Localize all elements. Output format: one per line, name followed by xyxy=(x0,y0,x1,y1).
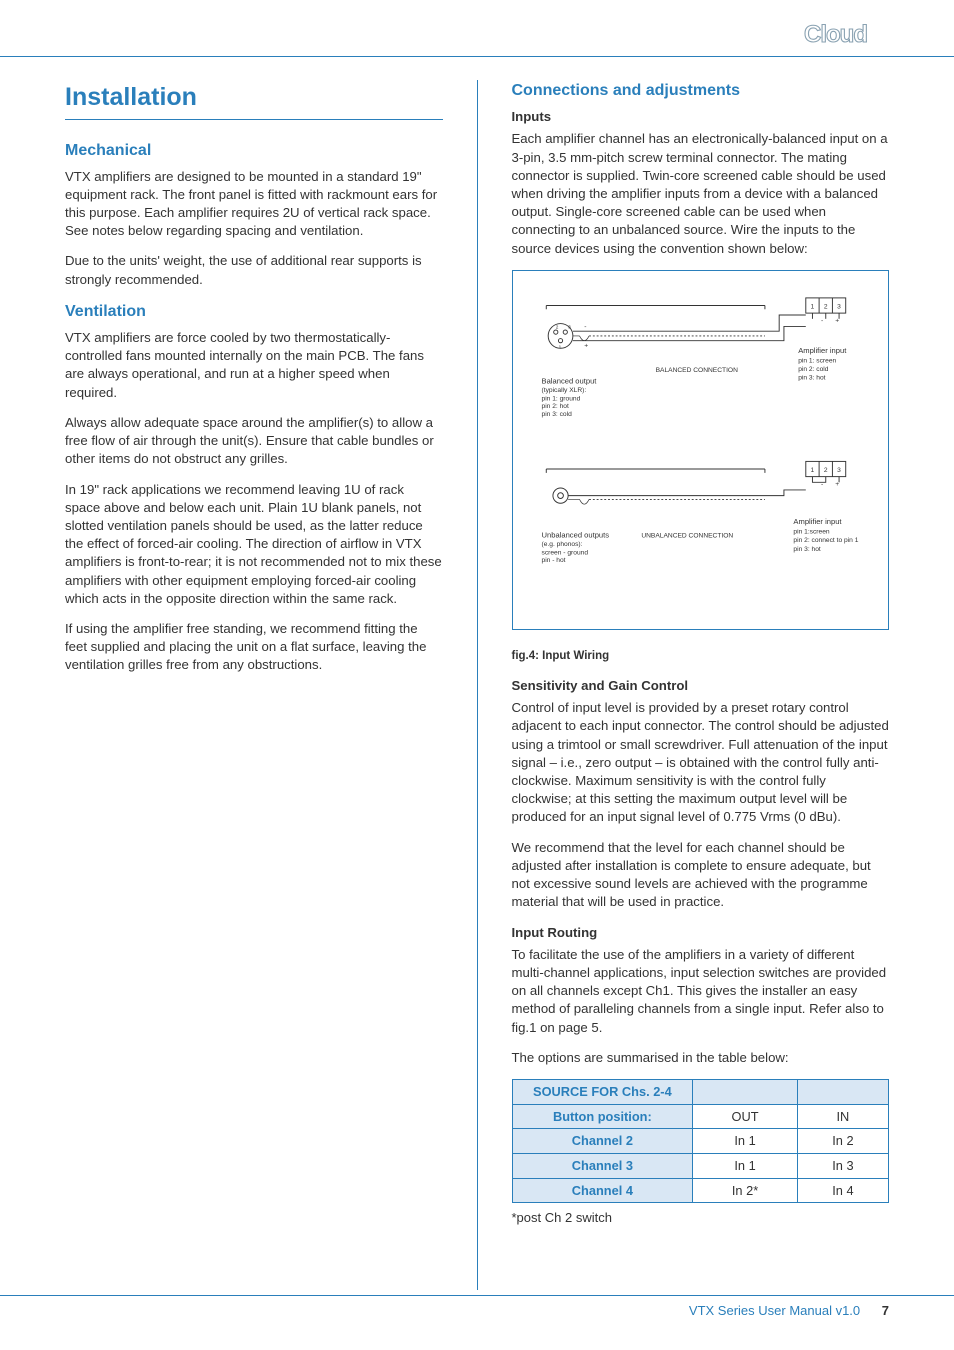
svg-text:pin 3: hot: pin 3: hot xyxy=(798,374,825,381)
table-row: Channel 3 In 1 In 3 xyxy=(512,1154,889,1179)
svg-text:1: 1 xyxy=(558,344,561,350)
subheading-sensitivity: Sensitivity and Gain Control xyxy=(512,677,890,695)
heading-mechanical: Mechanical xyxy=(65,140,443,162)
svg-text:pin 3: hot: pin 3: hot xyxy=(793,546,820,553)
svg-text:1: 1 xyxy=(810,303,814,310)
table-cell: OUT xyxy=(693,1104,798,1129)
table-cell: In 4 xyxy=(797,1178,888,1203)
table-cell: In 2* xyxy=(693,1178,798,1203)
subheading-inputs: Inputs xyxy=(512,108,890,126)
paragraph: We recommend that the level for each cha… xyxy=(512,839,890,912)
table-row: Button position: OUT IN xyxy=(512,1104,889,1129)
svg-text:pin 1: ground: pin 1: ground xyxy=(541,395,580,402)
table-row: Channel 2 In 1 In 2 xyxy=(512,1129,889,1154)
svg-text:2: 2 xyxy=(823,467,827,474)
paragraph: In 19" rack applications we recommend le… xyxy=(65,481,443,609)
paragraph: Always allow adequate space around the a… xyxy=(65,414,443,469)
svg-text:pin 2: connect to pin 1: pin 2: connect to pin 1 xyxy=(793,537,858,544)
svg-text:pin 1:screen: pin 1:screen xyxy=(793,528,829,535)
input-wiring-diagram: 2 3 1 - + 1 2 3 - + xyxy=(512,270,890,630)
brand-logo: Cloud xyxy=(804,20,924,50)
svg-text:pin - hot: pin - hot xyxy=(541,557,565,564)
svg-text:pin 1: screen: pin 1: screen xyxy=(798,357,836,364)
heading-ventilation: Ventilation xyxy=(65,301,443,323)
paragraph: VTX amplifiers are force cooled by two t… xyxy=(65,329,443,402)
paragraph: Control of input level is provided by a … xyxy=(512,699,890,827)
svg-text:Cloud: Cloud xyxy=(804,21,867,48)
svg-text:Amplifier input: Amplifier input xyxy=(793,517,842,526)
page-footer: VTX Series User Manual v1.0 7 xyxy=(0,1295,954,1320)
svg-text:BALANCED CONNECTION: BALANCED CONNECTION xyxy=(655,367,737,374)
page-body: Installation Mechanical VTX amplifiers a… xyxy=(65,80,889,1290)
subheading-routing: Input Routing xyxy=(512,924,890,942)
row-label: Channel 3 xyxy=(512,1154,693,1179)
svg-text:pin 2: cold: pin 2: cold xyxy=(798,366,829,373)
row-label: Button position: xyxy=(512,1104,693,1129)
svg-text:3: 3 xyxy=(568,324,571,330)
paragraph: VTX amplifiers are designed to be mounte… xyxy=(65,168,443,241)
column-divider xyxy=(477,80,478,1290)
svg-text:+: + xyxy=(584,342,588,349)
table-cell: In 2 xyxy=(797,1129,888,1154)
paragraph: Due to the units' weight, the use of add… xyxy=(65,252,443,288)
svg-text:2: 2 xyxy=(555,324,558,330)
left-column: Installation Mechanical VTX amplifiers a… xyxy=(65,80,443,1290)
heading-connections: Connections and adjustments xyxy=(512,80,890,102)
footer-text: VTX Series User Manual v1.0 xyxy=(689,1303,860,1318)
svg-text:pin 2: hot: pin 2: hot xyxy=(541,403,568,410)
svg-text:2: 2 xyxy=(823,303,827,310)
svg-text:Balanced output: Balanced output xyxy=(541,376,597,385)
routing-table: SOURCE FOR Chs. 2-4 Button position: OUT… xyxy=(512,1079,890,1203)
svg-text:Amplifier input: Amplifier input xyxy=(798,346,847,355)
table-header xyxy=(693,1080,798,1105)
svg-text:(typically XLR):: (typically XLR): xyxy=(541,387,586,394)
table-cell: In 3 xyxy=(797,1154,888,1179)
svg-text:-: - xyxy=(584,323,586,330)
section-title-installation: Installation xyxy=(65,80,443,120)
table-cell: In 1 xyxy=(693,1154,798,1179)
right-column: Connections and adjustments Inputs Each … xyxy=(512,80,890,1290)
table-cell: In 1 xyxy=(693,1129,798,1154)
paragraph: Each amplifier channel has an electronic… xyxy=(512,130,890,258)
header-rule xyxy=(0,56,954,57)
table-cell: IN xyxy=(797,1104,888,1129)
paragraph: To facilitate the use of the amplifiers … xyxy=(512,946,890,1037)
svg-text:pin 3: cold: pin 3: cold xyxy=(541,411,572,418)
table-footnote: *post Ch 2 switch xyxy=(512,1209,890,1227)
paragraph: The options are summarised in the table … xyxy=(512,1049,890,1067)
table-header xyxy=(797,1080,888,1105)
page-number: 7 xyxy=(882,1303,889,1318)
figure-caption: fig.4: Input Wiring xyxy=(512,649,890,665)
svg-text:Unbalanced outputs: Unbalanced outputs xyxy=(541,530,609,539)
table-header: SOURCE FOR Chs. 2-4 xyxy=(512,1080,693,1105)
paragraph: If using the amplifier free standing, we… xyxy=(65,620,443,675)
svg-text:1: 1 xyxy=(810,467,814,474)
table-row: SOURCE FOR Chs. 2-4 xyxy=(512,1080,889,1105)
svg-text:-: - xyxy=(821,317,823,324)
svg-text:3: 3 xyxy=(837,467,841,474)
row-label: Channel 2 xyxy=(512,1129,693,1154)
row-label: Channel 4 xyxy=(512,1178,693,1203)
svg-text:(e.g. phonos):: (e.g. phonos): xyxy=(541,541,582,548)
svg-text:UNBALANCED CONNECTION: UNBALANCED CONNECTION xyxy=(641,532,733,539)
svg-text:3: 3 xyxy=(837,303,841,310)
svg-text:screen - ground: screen - ground xyxy=(541,549,588,556)
table-row: Channel 4 In 2* In 4 xyxy=(512,1178,889,1203)
